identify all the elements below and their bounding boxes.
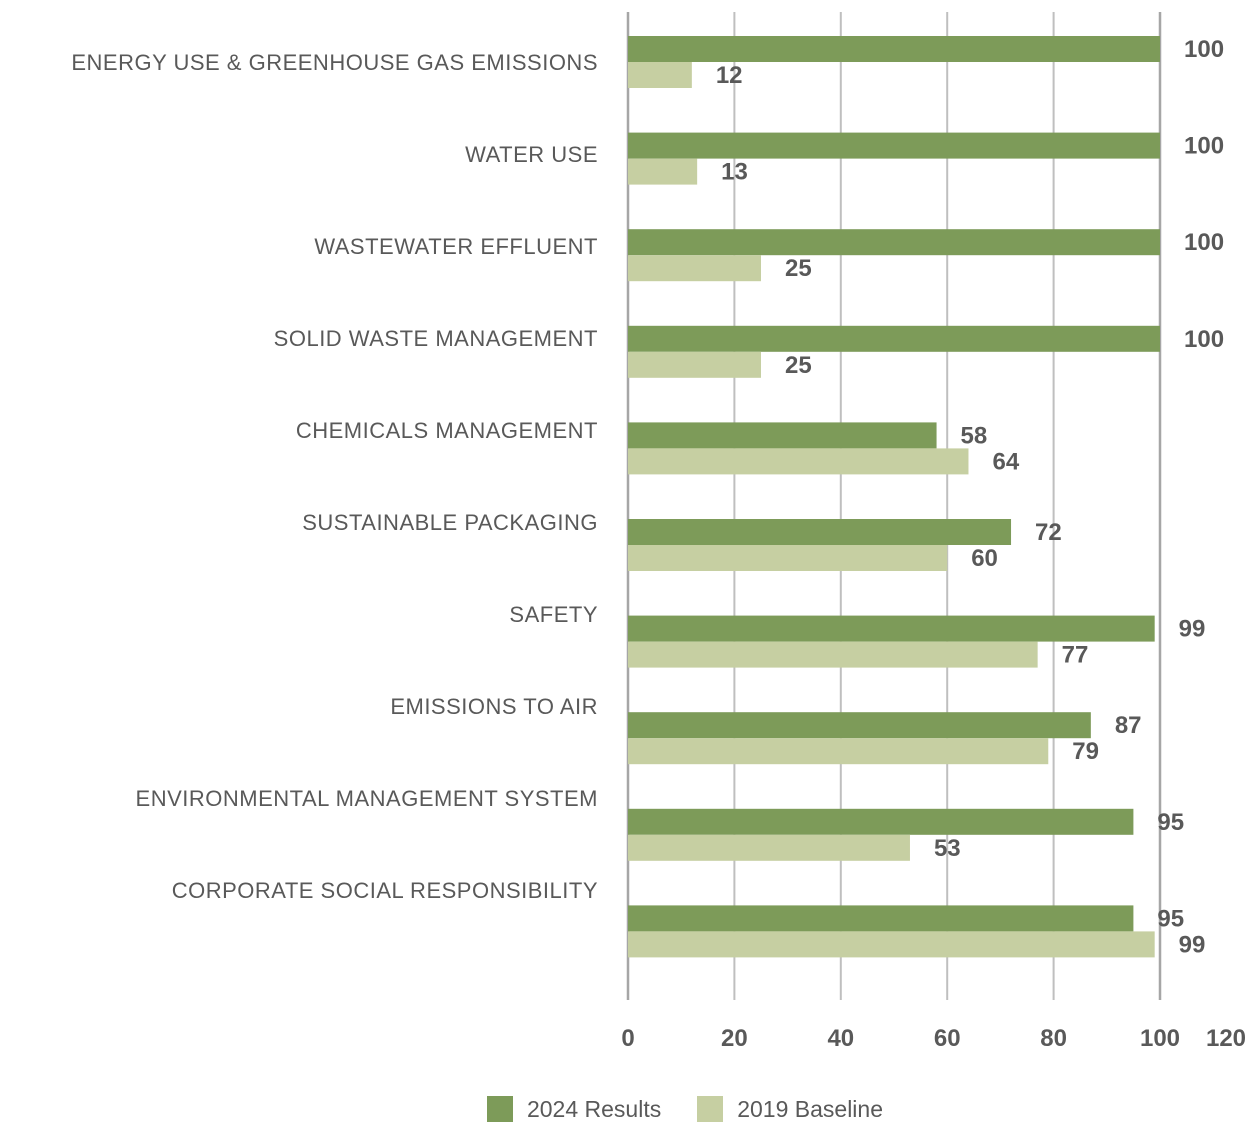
bar-2024-1 bbox=[628, 132, 1160, 159]
bar-2019-1 bbox=[628, 158, 698, 185]
data-label-2019-7: 79 bbox=[1072, 738, 1099, 765]
data-label-2019-9: 99 bbox=[1179, 931, 1206, 958]
data-label-2024-7: 87 bbox=[1115, 712, 1142, 739]
legend-swatch-2024-results bbox=[486, 1096, 513, 1122]
x-tick-label-120: 120 bbox=[1206, 1025, 1246, 1052]
data-label-2019-5: 60 bbox=[971, 545, 998, 572]
data-label-2019-1: 13 bbox=[721, 159, 748, 186]
data-label-2019-4: 64 bbox=[992, 448, 1019, 475]
bar-2024-3 bbox=[628, 325, 1160, 352]
category-label-2: WASTEWATER EFFLUENT bbox=[314, 234, 598, 259]
bar-2019-4 bbox=[628, 448, 969, 475]
legend-swatch-2019-baseline bbox=[697, 1096, 724, 1122]
bar-2024-6 bbox=[628, 615, 1155, 642]
bar-2024-5 bbox=[628, 519, 1012, 545]
category-label-6: SAFETY bbox=[509, 602, 598, 627]
legend-item-2024-results: 2024 Results bbox=[486, 1095, 662, 1123]
data-label-2019-3: 25 bbox=[785, 352, 812, 379]
category-label-0: ENERGY USE & GREENHOUSE GAS EMISSIONS bbox=[71, 50, 598, 75]
bar-2019-6 bbox=[628, 641, 1038, 668]
data-label-2024-3: 100 bbox=[1184, 326, 1224, 353]
data-label-2019-0: 12 bbox=[716, 62, 743, 89]
data-label-2024-2: 100 bbox=[1184, 229, 1224, 256]
category-label-7: EMISSIONS TO AIR bbox=[390, 694, 598, 719]
bar-2019-9 bbox=[628, 931, 1155, 958]
data-label-2024-5: 72 bbox=[1035, 519, 1062, 546]
x-tick-label-100: 100 bbox=[1140, 1025, 1180, 1052]
category-label-9: CORPORATE SOCIAL RESPONSIBILITY bbox=[172, 878, 598, 903]
bar-2024-9 bbox=[628, 905, 1134, 932]
bar-2019-0 bbox=[628, 62, 692, 88]
bar-2019-8 bbox=[628, 834, 910, 861]
data-label-2024-4: 58 bbox=[961, 422, 988, 449]
x-tick-label-60: 60 bbox=[934, 1025, 961, 1052]
x-tick-labels: 0 20 40 60 80 100 120 bbox=[621, 1025, 1246, 1052]
category-label-5: SUSTAINABLE PACKAGING bbox=[302, 510, 598, 535]
legend-item-2019-baseline: 2019 Baseline bbox=[697, 1096, 883, 1123]
bar-2024-7 bbox=[628, 712, 1091, 739]
x-tick-label-80: 80 bbox=[1040, 1025, 1067, 1052]
category-label-8: ENVIRONMENTAL MANAGEMENT SYSTEM bbox=[136, 786, 598, 811]
bar-2024-4 bbox=[628, 422, 937, 449]
data-label-2024-8: 95 bbox=[1157, 809, 1184, 836]
x-tick-label-20: 20 bbox=[721, 1025, 748, 1052]
bars bbox=[628, 36, 1160, 958]
bar-2019-7 bbox=[628, 738, 1049, 765]
bar-2024-8 bbox=[628, 808, 1134, 835]
legend: 2024 Results 2019 Baseline bbox=[0, 1092, 1250, 1126]
category-label-1: WATER USE bbox=[465, 142, 598, 167]
data-label-2024-6: 99 bbox=[1179, 616, 1206, 643]
data-label-2019-8: 53 bbox=[934, 835, 961, 862]
bar-2019-5 bbox=[628, 545, 948, 571]
category-label-4: CHEMICALS MANAGEMENT bbox=[296, 418, 598, 443]
bar-2024-2 bbox=[628, 229, 1160, 256]
x-tick-label-0: 0 bbox=[621, 1025, 634, 1052]
data-label-2024-1: 100 bbox=[1184, 133, 1224, 160]
data-label-2024-0: 100 bbox=[1184, 36, 1224, 63]
data-label-2019-6: 77 bbox=[1062, 642, 1089, 669]
legend-label-2019-baseline: 2019 Baseline bbox=[737, 1095, 884, 1122]
legend-label-2024-results: 2024 Results bbox=[526, 1095, 662, 1122]
data-label-2024-9: 95 bbox=[1157, 905, 1184, 932]
x-tick-label-40: 40 bbox=[827, 1025, 854, 1052]
bar-2024-0 bbox=[628, 36, 1160, 62]
category-label-3: SOLID WASTE MANAGEMENT bbox=[274, 326, 598, 351]
category-labels: ENERGY USE & GREENHOUSE GAS EMISSIONS WAT… bbox=[71, 50, 598, 903]
data-label-2019-2: 25 bbox=[785, 255, 812, 282]
bar-2019-2 bbox=[628, 255, 761, 282]
bar-2019-3 bbox=[628, 351, 761, 378]
